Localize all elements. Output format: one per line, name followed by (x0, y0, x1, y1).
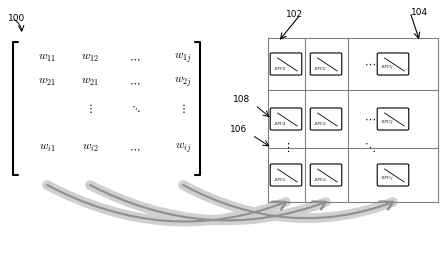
Text: $\vdots$: $\vdots$ (87, 102, 93, 115)
Text: $\cdots$: $\cdots$ (129, 142, 141, 154)
Text: $\cdots$: $\cdots$ (364, 114, 376, 124)
FancyBboxPatch shape (377, 164, 409, 186)
Text: $w_{21}$: $w_{21}$ (81, 76, 99, 88)
Text: 102: 102 (287, 10, 303, 19)
FancyBboxPatch shape (270, 53, 302, 75)
Text: $w_{11}$: $w_{11}$ (38, 51, 56, 65)
Text: $\cdots$: $\cdots$ (364, 59, 376, 69)
Text: $\ddots$: $\ddots$ (364, 142, 376, 154)
Text: $\cdots$: $\cdots$ (129, 51, 141, 65)
Text: $RPU_{i2}$: $RPU_{i2}$ (313, 176, 327, 184)
Text: $w_{2j}$: $w_{2j}$ (174, 75, 192, 89)
Text: $w_{1j}$: $w_{1j}$ (174, 51, 192, 65)
FancyBboxPatch shape (310, 164, 342, 186)
Text: $RPU_{22}$: $RPU_{22}$ (313, 120, 327, 128)
Text: $RPU_{21}$: $RPU_{21}$ (273, 120, 288, 128)
Text: $RPU_{1j}$: $RPU_{1j}$ (381, 64, 394, 73)
Text: $w_{i1}$: $w_{i1}$ (39, 142, 55, 154)
FancyBboxPatch shape (377, 53, 409, 75)
Text: $RPU_{2j}$: $RPU_{2j}$ (381, 119, 394, 128)
Text: $\vdots$: $\vdots$ (180, 102, 186, 115)
Text: $w_{i2}$: $w_{i2}$ (82, 142, 98, 154)
FancyBboxPatch shape (377, 108, 409, 130)
Text: 106: 106 (230, 125, 247, 134)
Text: $RPU_{ij}$: $RPU_{ij}$ (381, 175, 394, 184)
FancyBboxPatch shape (270, 108, 302, 130)
Text: $w_{ij}$: $w_{ij}$ (175, 141, 191, 155)
Text: 100: 100 (8, 14, 25, 23)
Text: $\vdots$: $\vdots$ (282, 142, 290, 154)
Text: $RPU_{12}$: $RPU_{12}$ (313, 65, 327, 73)
Text: $w_{12}$: $w_{12}$ (81, 51, 99, 65)
Text: 104: 104 (412, 8, 428, 17)
Text: 108: 108 (233, 96, 250, 105)
FancyBboxPatch shape (310, 53, 342, 75)
Text: $w_{21}$: $w_{21}$ (38, 76, 56, 88)
Text: $\cdots$: $\cdots$ (129, 76, 141, 88)
FancyBboxPatch shape (310, 108, 342, 130)
Text: $RPU_{i1}$: $RPU_{i1}$ (273, 176, 287, 184)
FancyBboxPatch shape (270, 164, 302, 186)
Text: $RPU_{11}$: $RPU_{11}$ (273, 65, 288, 73)
Text: $\ddots$: $\ddots$ (130, 102, 140, 115)
